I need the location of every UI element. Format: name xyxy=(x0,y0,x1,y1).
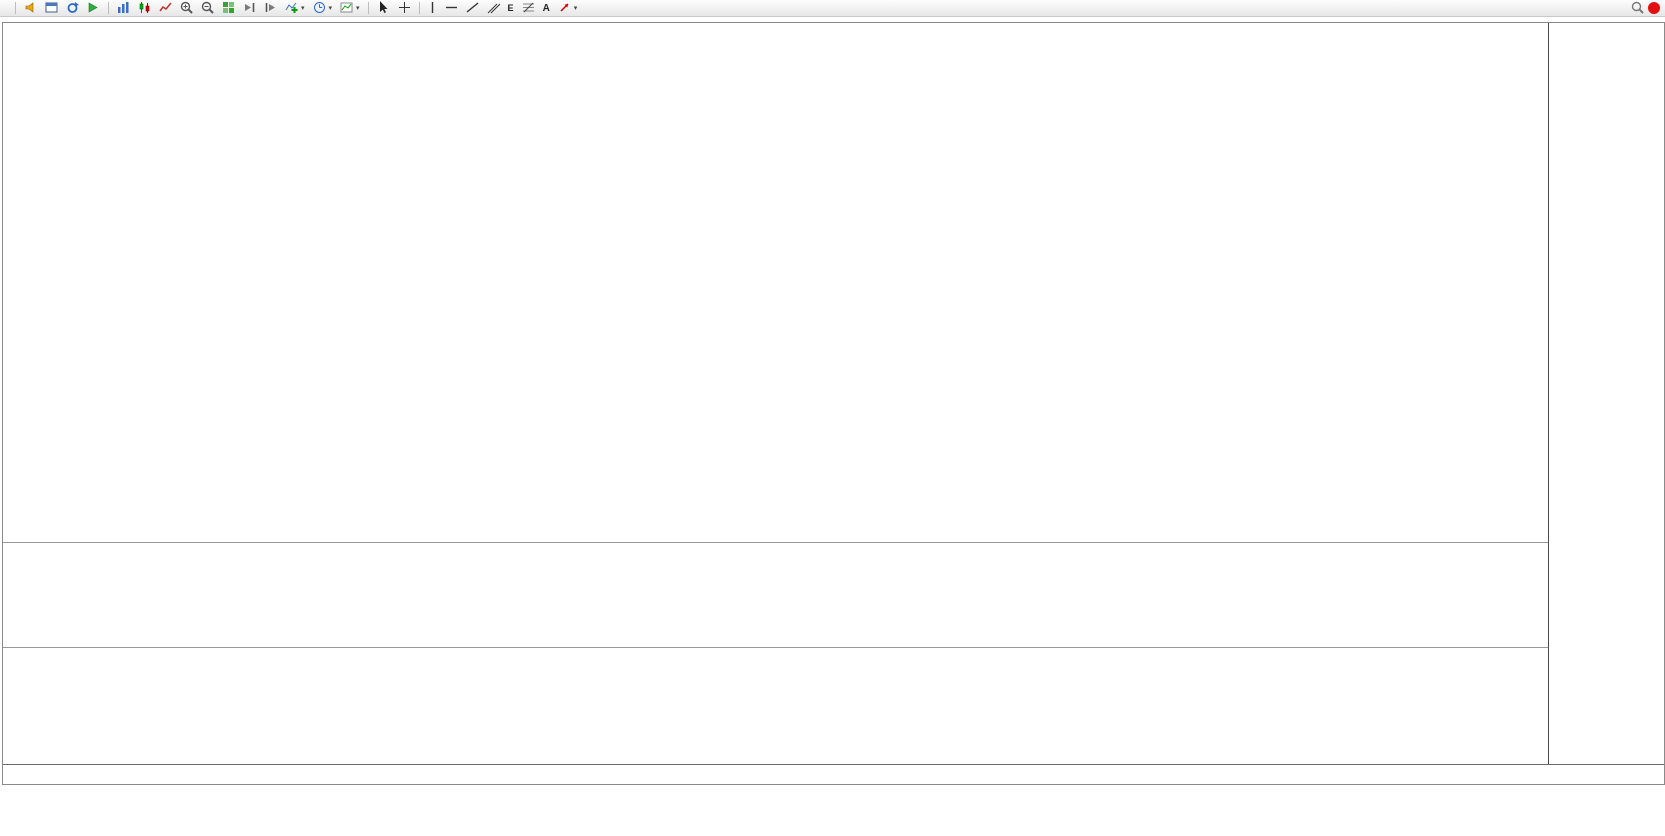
new-order-button[interactable] xyxy=(3,1,11,16)
indicators-button[interactable]: ▾ xyxy=(281,1,309,16)
chevron-down-icon: ▾ xyxy=(328,5,333,12)
macd-panel-canvas[interactable] xyxy=(3,543,1548,647)
chart-shift-button[interactable] xyxy=(260,1,281,16)
time-axis-separator xyxy=(3,764,1664,765)
tile-windows-button[interactable] xyxy=(218,1,239,16)
vertical-line-icon xyxy=(428,1,437,16)
price-axis[interactable] xyxy=(1548,23,1664,764)
refresh-icon xyxy=(66,1,79,16)
timeframe-h4[interactable] xyxy=(656,2,666,15)
chevron-down-icon: ▾ xyxy=(301,5,305,12)
price-chart-canvas[interactable] xyxy=(3,23,1548,542)
arrows-button[interactable]: ▾ xyxy=(554,1,582,16)
timeframe-m15[interactable] xyxy=(620,2,630,15)
bar-chart-button[interactable] xyxy=(113,1,134,16)
chevron-down-icon: ▾ xyxy=(573,5,578,12)
templates-button[interactable]: ▾ xyxy=(336,1,364,16)
vertical-line-button[interactable] xyxy=(424,1,441,16)
zoom-out-button[interactable] xyxy=(197,1,218,16)
clock-icon xyxy=(313,1,326,16)
timeframe-m5[interactable] xyxy=(608,2,618,15)
chevron-down-icon: ▾ xyxy=(356,5,360,12)
zoom-out-icon xyxy=(201,1,214,16)
bar-chart-icon xyxy=(117,1,130,16)
equidistant-channel-icon: E xyxy=(507,3,514,13)
play-icon xyxy=(87,1,98,16)
text-button[interactable]: A xyxy=(539,1,554,16)
line-chart-icon xyxy=(159,1,172,16)
equidistant-channel-button[interactable]: E xyxy=(504,1,518,16)
cursor-button[interactable] xyxy=(373,0,394,16)
trendline-button[interactable] xyxy=(462,1,483,16)
candlestick-chart-button[interactable] xyxy=(134,1,155,16)
cursor-icon xyxy=(377,0,390,16)
toolbar-separator xyxy=(15,2,16,14)
arrows-icon xyxy=(558,1,571,16)
chart-window-icon xyxy=(45,1,58,16)
panel-resize-handle[interactable] xyxy=(3,542,1664,543)
macd-title xyxy=(7,545,11,556)
timeframe-m1[interactable] xyxy=(596,2,606,15)
toolbar-separator xyxy=(418,2,420,14)
timeframe-group xyxy=(595,2,703,15)
candlestick-chart-icon xyxy=(138,1,151,16)
time-axis[interactable] xyxy=(3,765,1548,784)
speaker-icon xyxy=(24,1,37,16)
chart-title xyxy=(7,25,15,36)
indicators-add-icon xyxy=(285,1,298,16)
tile-windows-icon xyxy=(222,1,235,16)
refresh-button[interactable] xyxy=(62,1,83,16)
crosshair-icon xyxy=(398,1,411,16)
auto-trading-button[interactable] xyxy=(83,1,104,16)
auto-scroll-button[interactable] xyxy=(239,1,260,16)
fibonacci-button[interactable] xyxy=(518,1,539,16)
timeframe-d1[interactable] xyxy=(668,2,678,15)
fibonacci-icon xyxy=(522,1,535,16)
channel-icon xyxy=(487,1,500,16)
horizontal-line-icon xyxy=(445,1,458,16)
timeframe-h1[interactable] xyxy=(644,2,654,15)
crosshair-button[interactable] xyxy=(394,1,415,16)
timeframe-mn[interactable] xyxy=(692,2,702,15)
periods-button[interactable]: ▾ xyxy=(309,1,337,16)
zoom-in-icon xyxy=(180,1,193,16)
search-icon[interactable] xyxy=(1631,1,1644,16)
rsi-panel-canvas[interactable] xyxy=(3,648,1548,764)
chart-window xyxy=(2,22,1665,785)
rsi-title xyxy=(7,650,11,661)
horizontal-line-button[interactable] xyxy=(441,1,462,16)
toolbar: ▾ ▾ ▾ E A ▾ xyxy=(0,0,1665,17)
line-chart-button[interactable] xyxy=(155,1,176,16)
template-icon xyxy=(340,1,353,16)
trendline-icon xyxy=(466,1,479,16)
alerts-button[interactable] xyxy=(20,1,41,16)
terminal-button[interactable] xyxy=(41,1,62,16)
zoom-in-button[interactable] xyxy=(176,1,197,16)
channel-button[interactable] xyxy=(483,1,504,16)
chart-shift-icon xyxy=(264,1,277,16)
auto-scroll-icon xyxy=(243,1,256,16)
timeframe-w1[interactable] xyxy=(680,2,690,15)
notification-badge[interactable] xyxy=(1648,2,1660,14)
text-icon: A xyxy=(542,2,550,14)
panel-resize-handle[interactable] xyxy=(3,647,1664,648)
timeframe-m30[interactable] xyxy=(632,2,642,15)
toolbar-separator xyxy=(108,2,109,14)
toolbar-separator xyxy=(367,2,369,14)
